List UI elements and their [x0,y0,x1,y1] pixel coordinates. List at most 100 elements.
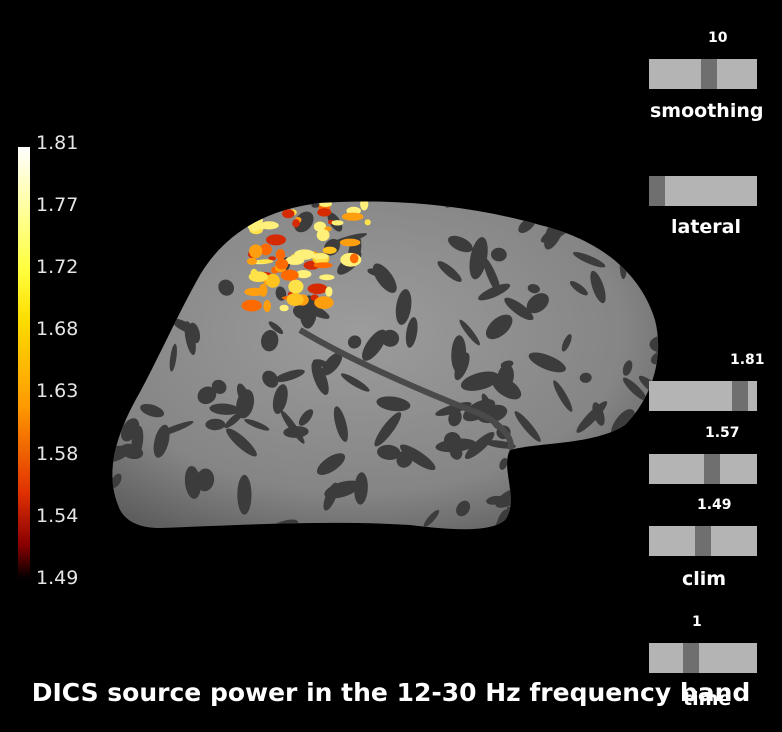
sulcus-patch [236,389,255,419]
sulcus-patch [321,352,343,376]
figure-title: DICS source power in the 12-30 Hz freque… [31,678,751,707]
sulcus-patch [619,246,628,280]
sulcus-patch [485,314,513,340]
sulcus-patch [506,506,535,530]
sulcus-patch [324,480,361,499]
colorbar-label-6: 1.58 [36,443,79,465]
smoothing-slider-handle[interactable] [701,59,717,89]
activation-patch [268,203,281,209]
activation-patch [260,243,272,256]
smoothing-slider[interactable] [649,59,757,89]
colorbar-label-max: 1.81 [36,132,79,154]
colorbar-label-4: 1.68 [36,318,79,340]
sulcus-patch [649,335,659,353]
sulcus-patch [511,504,532,523]
sulcus-patch [374,412,402,447]
sulcus-patch [579,372,592,383]
sulcus-patch [340,373,370,392]
sulcus-patch [469,237,488,280]
activation-patch [265,273,280,288]
sulcus-patch [586,462,600,481]
clim-min-value: 1.49 [697,497,732,513]
activation-patch [349,253,359,264]
activation-patch [314,296,334,309]
sulcus-patch [547,471,560,483]
clim-max-slider-handle[interactable] [732,381,748,411]
clim-min-slider[interactable] [649,526,757,556]
sulcus-patch [190,211,205,232]
activation-patch [279,304,289,312]
sulcus-patch [527,283,540,294]
time-slider[interactable] [649,643,757,673]
sulcus-patch [459,319,480,346]
sulcus-patch [395,289,412,325]
sulcus-patch [571,213,587,235]
activation-patch [259,221,279,230]
sulcus-patch [545,485,561,502]
activation-patch [259,283,268,297]
activation-patch [295,270,312,279]
orientation-slider-handle[interactable] [649,176,665,206]
activation-patch [286,293,304,306]
sulcus-patch [294,211,314,233]
clim-mid-slider[interactable] [649,454,757,484]
sulcus-patch [575,465,613,482]
clim-min-slider-handle[interactable] [695,526,711,556]
activation-patch [248,271,269,283]
sulcus-patch [405,317,418,348]
sulcus-patch [168,224,186,245]
sulcus-patch [423,510,440,527]
clim-mid-value: 1.57 [705,425,740,441]
sulcus-patch [514,411,541,442]
sulcus-patch [311,361,329,395]
sulcus-patch [113,237,129,246]
activation-patch [272,201,292,209]
sulcus-patch [441,201,457,208]
time-title: time [683,688,732,710]
sulcus-patch [530,515,546,524]
sulcus-patch [112,378,140,387]
activation-patch [341,212,364,221]
sulcus-patch [112,381,131,402]
activation-patch [292,219,300,228]
activation-patch [247,219,262,232]
activation-patch [364,219,371,226]
activation-patch [331,220,344,226]
sulcus-patch [622,360,633,376]
activation-patch [317,208,332,217]
activation-patch [249,206,258,212]
sulcus-patch [548,498,590,514]
activation-patch [316,229,330,242]
sulcus-patch [172,318,196,334]
sulcus-patch [580,461,597,482]
sulcus-patch [237,474,252,515]
sulcus-patch [617,463,634,476]
sulcus-patch [153,424,170,458]
sulcus-patch [491,247,507,262]
activation-patch [319,274,335,281]
colorbar-label-min: 1.49 [36,567,79,589]
sulcus-patch [298,409,314,426]
orientation-slider[interactable] [649,176,757,206]
clim-mid-slider-handle[interactable] [704,454,720,484]
sulcus-patch [367,526,381,530]
time-slider-handle[interactable] [683,643,699,673]
sulcus-patch [499,457,508,470]
sulcus-patch [377,444,401,460]
sulcus-patch [211,379,227,394]
sulcus-patch [112,341,126,368]
sulcus-patch [186,258,198,274]
sylvian-fissure [298,327,514,452]
sulcus-patch [606,485,645,506]
sulcus-patch [184,465,201,499]
sulcus-patch [573,251,606,268]
sulcus-patch [616,189,633,201]
clim-max-slider[interactable] [649,381,757,411]
sulcus-patch [478,283,511,301]
activation-patch [241,299,262,312]
colorbar-label-7: 1.54 [36,505,79,527]
sulcus-patch [639,238,659,256]
activation-patch [257,259,274,264]
sulcus-patch [526,293,549,314]
